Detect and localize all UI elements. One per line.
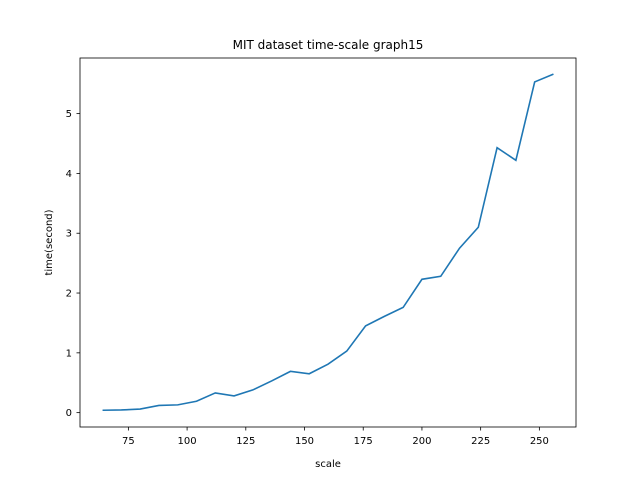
x-axis: 75 100 125 150 175 200 225 250 (122, 427, 549, 447)
x-tick-label: 75 (122, 436, 135, 447)
y-tick-label: 2 (66, 289, 72, 300)
x-tick-label: 225 (471, 436, 490, 447)
y-tick-label: 4 (66, 169, 72, 180)
x-tick-label: 150 (295, 436, 314, 447)
chart-title: MIT dataset time-scale graph15 (233, 38, 424, 52)
y-axis: 0 1 2 3 4 5 (66, 109, 80, 419)
x-tick-label: 200 (412, 436, 431, 447)
x-tick-label: 250 (530, 436, 549, 447)
y-tick-label: 1 (66, 348, 72, 359)
y-axis-label: time(second) (44, 209, 55, 275)
x-axis-label: scale (315, 459, 341, 470)
x-tick-label: 175 (354, 436, 373, 447)
y-tick-label: 5 (66, 109, 72, 120)
x-tick-label: 125 (236, 436, 255, 447)
y-tick-label: 3 (66, 229, 72, 240)
series-line (102, 73, 554, 412)
plot-frame (79, 57, 577, 428)
x-tick-label: 100 (178, 436, 197, 447)
y-tick-label: 0 (66, 408, 72, 419)
